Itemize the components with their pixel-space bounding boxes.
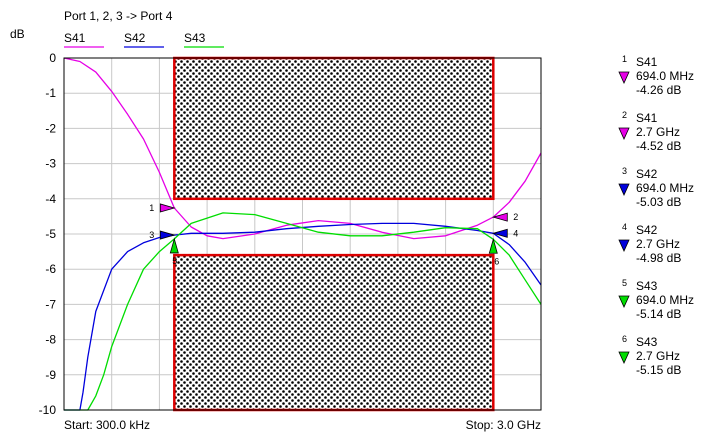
marker-3-number: 3 [149, 230, 154, 240]
markers: 1 2 3 4 5 6 [149, 203, 518, 266]
y-tick-label: -8 [45, 333, 56, 347]
readout-4-marker-icon [618, 239, 630, 252]
readout-3-trace: S42 [636, 167, 658, 181]
readout-3-frequency: 694.0 MHz [636, 181, 694, 195]
legend: S41 S42 S43 [64, 31, 224, 48]
marker-1-arrow [159, 203, 176, 213]
readout-6-number: 6 [622, 334, 627, 344]
trace-s43 [64, 212, 542, 411]
y-axis-unit-label: dB [10, 27, 25, 41]
readout-4-frequency: 2.7 GHz [636, 237, 680, 251]
legend-label-s43: S43 [184, 31, 206, 45]
marker-4-number: 4 [513, 228, 518, 238]
readout-1-value: -4.26 dB [636, 83, 681, 97]
marker-4-arrow [491, 228, 508, 238]
readout-3-marker-icon [618, 183, 630, 196]
marker-6-arrow [488, 237, 498, 254]
marker-1-number: 1 [149, 203, 154, 213]
y-tick-label: -1 [45, 86, 56, 100]
readout-2-trace: S41 [636, 111, 658, 125]
readout-1-frequency: 694.0 MHz [636, 69, 694, 83]
readout-3-number: 3 [622, 166, 627, 176]
readout-6-value: -5.15 dB [636, 363, 681, 377]
chart-title: Port 1, 2, 3 -> Port 4 [64, 9, 173, 23]
marker-5-arrow [169, 237, 179, 254]
readout-4-trace: S42 [636, 223, 658, 237]
readout-1-trace: S41 [636, 55, 658, 69]
y-tick-label: -7 [45, 297, 56, 311]
readout-1-marker-icon [618, 71, 630, 84]
readout-4-number: 4 [622, 222, 627, 232]
readout-5-value: -5.14 dB [636, 307, 681, 321]
trace-s41 [63, 57, 542, 240]
marker-2-number: 2 [513, 212, 518, 222]
marker-5-number: 5 [172, 256, 177, 266]
legend-label-s41: S41 [64, 31, 86, 45]
readout-6-frequency: 2.7 GHz [636, 349, 680, 363]
readout-5-trace: S43 [636, 279, 658, 293]
readout-2-marker-icon [618, 127, 630, 140]
marker-6-number: 6 [494, 256, 499, 266]
marker-3-arrow [159, 230, 176, 240]
readout-2-number: 2 [622, 110, 627, 120]
y-tick-label: -4 [45, 192, 56, 206]
y-tick-label: -10 [39, 403, 57, 417]
limit-masks [173, 56, 495, 412]
readout-5-number: 5 [622, 278, 627, 288]
traces [63, 57, 542, 411]
readout-1-number: 1 [622, 54, 627, 64]
limit-mask-1 [173, 56, 495, 201]
readout-6-marker-icon [618, 351, 630, 364]
y-tick-label: -2 [45, 121, 56, 135]
y-tick-label: 0 [49, 51, 56, 65]
readout-5-frequency: 694.0 MHz [636, 293, 694, 307]
y-tick-label: -9 [45, 368, 56, 382]
marker-2-arrow [491, 212, 508, 222]
y-tick-label: -3 [45, 157, 56, 171]
readout-3-value: -5.03 dB [636, 195, 681, 209]
limit-mask-2 [173, 253, 495, 412]
stop-frequency-label: Stop: 3.0 GHz [466, 418, 541, 432]
y-tick-label: -5 [45, 227, 56, 241]
readout-2-value: -4.52 dB [636, 139, 681, 153]
readout-2-frequency: 2.7 GHz [636, 125, 680, 139]
readout-5-marker-icon [618, 295, 630, 308]
plot-border [63, 57, 542, 411]
y-tick-labels: 0 -1 -2 -3 -4 -5 -6 -7 -8 -9 -10 [39, 51, 57, 417]
readout-4-value: -4.98 dB [636, 251, 681, 265]
legend-label-s42: S42 [124, 31, 146, 45]
start-frequency-label: Start: 300.0 kHz [64, 418, 150, 432]
y-tick-label: -6 [45, 262, 56, 276]
readout-6-trace: S43 [636, 335, 658, 349]
